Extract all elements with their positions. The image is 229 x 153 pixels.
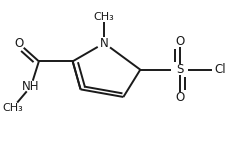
Text: O: O	[174, 35, 184, 48]
Text: NH: NH	[22, 80, 40, 93]
Text: Cl: Cl	[214, 63, 225, 76]
Text: CH₃: CH₃	[93, 12, 114, 22]
Text: S: S	[175, 63, 183, 76]
Text: N: N	[99, 37, 108, 50]
Text: O: O	[14, 37, 23, 50]
Text: O: O	[174, 91, 184, 104]
Text: CH₃: CH₃	[3, 103, 23, 113]
